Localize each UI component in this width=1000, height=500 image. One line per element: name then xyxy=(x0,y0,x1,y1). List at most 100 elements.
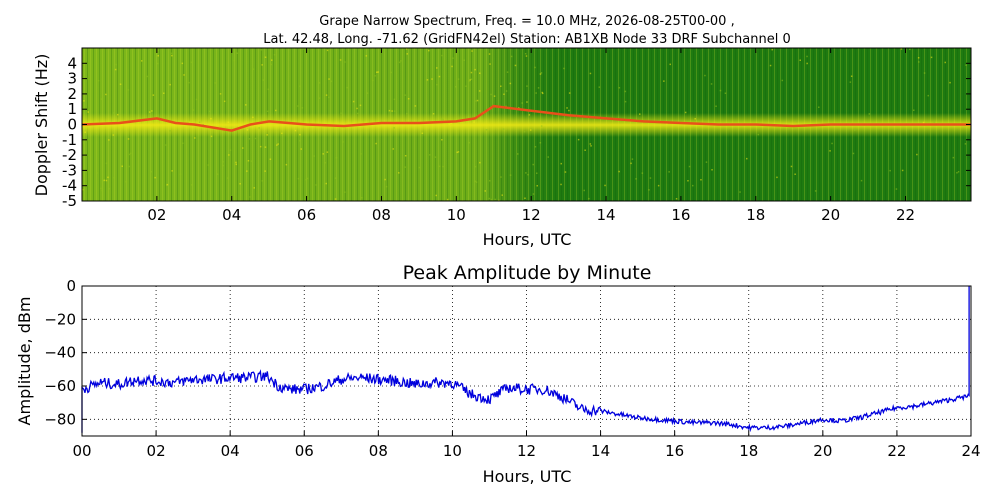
spectrogram-speck xyxy=(299,140,301,142)
spectrogram-speck xyxy=(277,143,279,145)
spectrogram-speck xyxy=(188,81,190,84)
spectrogram-speck xyxy=(398,172,400,174)
spectrogram-speck xyxy=(261,64,263,66)
spectrogram-speck xyxy=(209,110,211,113)
spectrogram-speck xyxy=(195,98,198,101)
spectrogram-speck xyxy=(488,53,491,55)
spectrogram-speck xyxy=(436,67,438,69)
spectrogram-y-tick-label: -4 xyxy=(62,177,77,195)
spectrogram-speck xyxy=(301,107,304,109)
spectrogram-speck xyxy=(509,174,512,176)
spectrogram-speck xyxy=(141,60,143,62)
spectrogram-speck xyxy=(393,110,396,112)
spectrogram-speck xyxy=(112,134,115,136)
spectrogram-speck xyxy=(930,56,933,59)
spectrogram-speck xyxy=(179,173,182,176)
spectrogram-speck xyxy=(474,68,476,71)
spectrogram-x-tick-label: 12 xyxy=(522,206,541,224)
spectrogram-speck xyxy=(157,62,159,65)
spectrogram-speck xyxy=(181,62,184,65)
spectrogram-speck xyxy=(527,173,529,176)
spectrogram-speck xyxy=(746,157,748,160)
spectrogram-speck xyxy=(297,105,299,107)
spectrogram-speck xyxy=(719,89,722,92)
spectrogram-speck xyxy=(583,189,585,192)
spectrogram-speck xyxy=(705,161,708,163)
spectrogram-x-tick-label: 20 xyxy=(821,206,840,224)
spectrogram-speck xyxy=(214,82,216,84)
amplitude-x-tick-label: 16 xyxy=(665,442,684,460)
spectrogram-speck xyxy=(927,94,929,97)
spectrogram-speck xyxy=(259,145,262,148)
spectrogram-speck xyxy=(271,59,273,61)
spectrogram-speck xyxy=(299,85,301,87)
spectrogram-speck xyxy=(534,66,536,69)
spectrogram-speck xyxy=(441,54,443,57)
spectrogram-speck xyxy=(121,165,123,167)
spectrogram-speck xyxy=(300,148,302,150)
spectrogram-speck xyxy=(219,93,222,95)
spectrogram-speck xyxy=(432,113,435,115)
spectrogram-speck xyxy=(952,156,955,159)
amplitude-x-tick-label: 04 xyxy=(221,442,240,460)
spectrogram-speck xyxy=(393,127,395,129)
spectrogram-speck xyxy=(281,132,283,135)
spectrogram-speck xyxy=(426,79,429,81)
spectrogram-speck xyxy=(641,172,644,174)
spectrogram-speck xyxy=(442,165,444,168)
spectrogram-speck xyxy=(264,56,267,58)
spectrogram-speck xyxy=(479,72,481,74)
spectrogram-speck xyxy=(157,55,159,57)
spectrogram-speck xyxy=(318,97,321,99)
spectrogram-speck xyxy=(325,182,327,185)
spectrogram-speck xyxy=(228,154,230,156)
spectrogram-speck xyxy=(539,73,542,75)
amplitude-x-tick-label: 00 xyxy=(72,442,91,460)
spectrogram-speck xyxy=(128,165,130,168)
spectrogram-speck xyxy=(490,198,493,201)
spectrogram-speck xyxy=(166,199,168,201)
spectrogram-speck xyxy=(152,94,155,96)
spectrogram-speck xyxy=(198,121,201,123)
spectrogram-speck xyxy=(532,193,535,195)
spectrogram-speck xyxy=(374,75,376,77)
spectrogram-speck xyxy=(790,165,793,168)
spectrogram-speck xyxy=(850,75,853,77)
spectrogram-speck xyxy=(663,80,665,82)
spectrogram-speck xyxy=(127,89,130,91)
spectrogram-speck xyxy=(245,104,247,106)
spectrogram-speck xyxy=(711,169,713,171)
spectrogram-speck xyxy=(922,121,925,124)
spectrogram-speck xyxy=(366,92,369,94)
spectrogram-speck xyxy=(428,49,430,52)
spectrogram-speck xyxy=(235,161,237,164)
spectrogram-speck xyxy=(475,181,478,183)
spectrogram-speck xyxy=(510,55,513,58)
spectrogram-speck xyxy=(493,95,496,97)
spectrogram-speck xyxy=(246,129,249,131)
spectrogram-speck xyxy=(169,130,171,132)
spectrogram-speck xyxy=(624,100,627,103)
spectrogram-speck xyxy=(494,198,496,201)
spectrogram-speck xyxy=(390,71,392,74)
spectrogram-speck xyxy=(468,141,470,144)
spectrogram-speck xyxy=(239,183,241,185)
spectrogram-speck xyxy=(457,78,460,80)
spectrogram-speck xyxy=(154,176,156,179)
amplitude-plot-area xyxy=(82,286,971,436)
spectrogram-speck xyxy=(270,63,272,66)
spectrogram-speck xyxy=(542,92,544,95)
spectrogram-y-tick-label: -2 xyxy=(62,146,77,164)
spectrogram-x-tick-label: 04 xyxy=(222,206,241,224)
spectrogram-speck xyxy=(618,170,620,173)
spectrogram-x-tick-label: 08 xyxy=(372,206,391,224)
spectrogram-x-tick-label: 02 xyxy=(147,206,166,224)
spectrogram-speck xyxy=(102,180,104,182)
spectrogram-speck xyxy=(393,98,396,101)
spectrogram-speck xyxy=(470,78,473,80)
amplitude-series-line xyxy=(81,286,970,433)
spectrogram-speck xyxy=(391,110,393,112)
spectrogram-speck xyxy=(264,170,266,172)
spectrogram-speck xyxy=(342,141,344,143)
